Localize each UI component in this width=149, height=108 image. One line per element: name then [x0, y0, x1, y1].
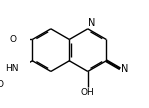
Text: HN: HN — [5, 64, 18, 73]
Text: OH: OH — [81, 88, 95, 97]
Text: O: O — [10, 35, 17, 44]
Text: O: O — [0, 80, 4, 89]
Text: N: N — [121, 64, 128, 74]
Text: N: N — [88, 18, 96, 28]
